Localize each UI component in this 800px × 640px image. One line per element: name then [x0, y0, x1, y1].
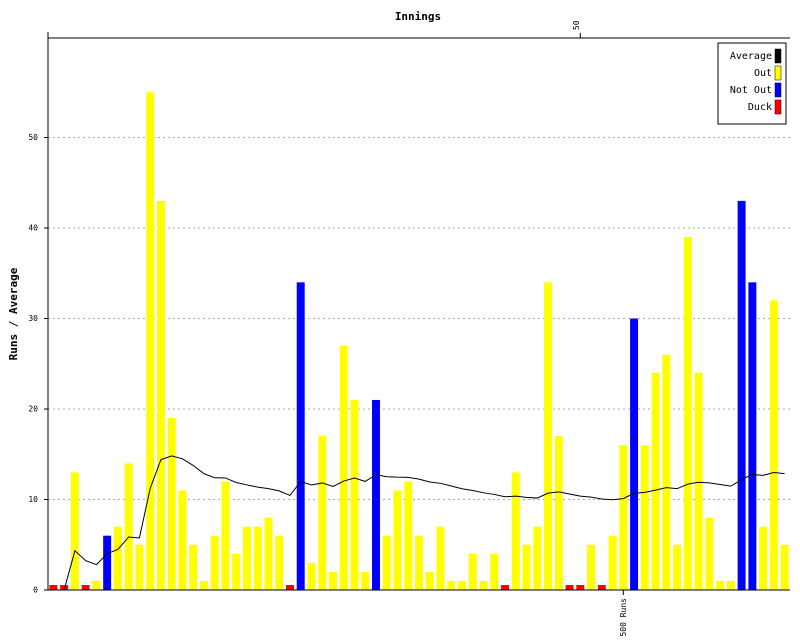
bar: [501, 585, 510, 590]
bar: [307, 562, 316, 590]
bar: [92, 580, 101, 590]
y-tick-label: 10: [28, 495, 38, 504]
bar: [393, 490, 402, 590]
bar: [70, 472, 79, 590]
bar: [716, 580, 725, 590]
bar: [221, 481, 230, 590]
bar: [458, 580, 466, 590]
bar: [296, 282, 305, 590]
legend-label: Not Out: [730, 85, 772, 96]
bar: [619, 445, 628, 590]
bar: [587, 544, 596, 590]
bar: [124, 463, 133, 590]
bar: [81, 585, 90, 590]
bar: [49, 585, 58, 590]
bar: [328, 571, 337, 590]
y-tick-label: 20: [28, 405, 38, 414]
bar: [415, 535, 423, 590]
bar: [232, 553, 241, 590]
bar: [146, 92, 155, 591]
legend-swatch: [774, 65, 782, 81]
bar: [759, 526, 768, 590]
bar: [285, 585, 294, 590]
bar: [673, 544, 682, 590]
bar: [264, 517, 273, 590]
average-line: [53, 455, 785, 591]
bar: [436, 526, 445, 590]
legend-label: Out: [754, 68, 772, 79]
bar: [662, 354, 671, 590]
chart-title: Innings: [395, 10, 441, 23]
bar: [404, 481, 413, 590]
bar: [640, 445, 649, 590]
bar: [425, 571, 434, 590]
y-tick-label: 50: [28, 133, 38, 142]
bar: [253, 526, 262, 590]
bar: [447, 580, 456, 590]
bar: [748, 282, 757, 590]
bar: [511, 472, 520, 590]
bar: [189, 544, 198, 590]
bar: [156, 200, 165, 590]
y-tick-label: 40: [28, 224, 38, 233]
bar: [167, 418, 176, 590]
legend-box: [717, 42, 787, 125]
bar: [103, 535, 112, 590]
bar: [60, 585, 69, 590]
bar: [544, 282, 553, 590]
bar: [113, 526, 122, 590]
bar: [522, 544, 531, 590]
bar: [275, 535, 284, 590]
bar: [490, 553, 499, 590]
bar: [608, 535, 617, 590]
legend-swatch: [774, 82, 782, 98]
bar: [372, 399, 380, 590]
bar: [726, 580, 735, 590]
bar: [769, 300, 778, 590]
legend-swatch: [774, 48, 782, 64]
annotation: 500 Runs: [619, 598, 628, 637]
bar: [178, 490, 187, 590]
bar: [382, 535, 391, 590]
bar: [242, 526, 251, 590]
bar: [554, 436, 563, 590]
bar: [361, 571, 370, 590]
bar: [576, 585, 585, 590]
bar: [533, 526, 542, 590]
bar: [683, 237, 692, 590]
bar: [630, 318, 639, 590]
bar: [199, 580, 208, 590]
y-tick-label: 30: [28, 314, 38, 323]
bar: [565, 585, 574, 590]
legend-swatch: [774, 99, 782, 115]
bar: [705, 517, 714, 590]
bar: [350, 399, 359, 590]
bar: [694, 372, 703, 590]
bar: [597, 585, 606, 590]
bar: [339, 345, 348, 590]
legend-label: Duck: [748, 102, 772, 113]
bar: [135, 544, 144, 590]
bar: [479, 580, 488, 590]
bar: [651, 372, 660, 590]
y-tick-label: 0: [33, 586, 38, 595]
bar: [318, 436, 327, 590]
legend-label: Average: [730, 51, 772, 62]
y-axis-label: Runs / Average: [7, 267, 20, 360]
bar: [780, 544, 789, 590]
bar: [737, 200, 746, 590]
bar: [210, 535, 219, 590]
bar: [468, 553, 477, 590]
top-tick-label: 50: [572, 20, 581, 30]
